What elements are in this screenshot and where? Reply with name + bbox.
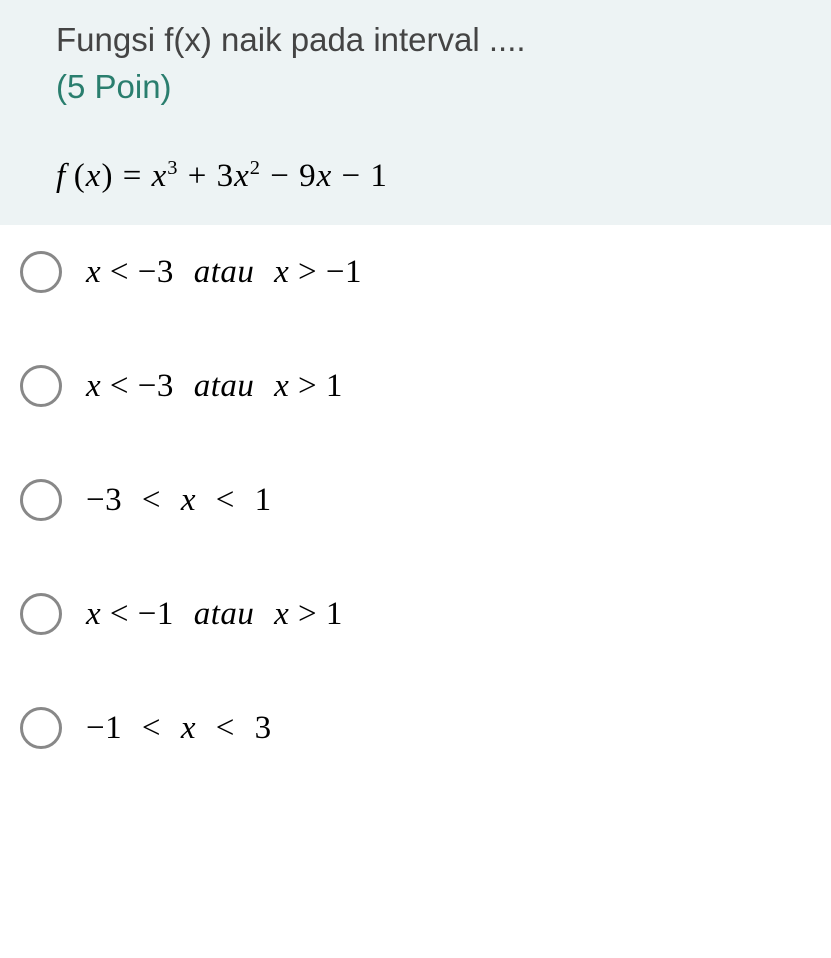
question-box: Fungsi f(x) naik pada interval .... (5 P…: [0, 0, 831, 225]
option-3-text: −3<x<1: [86, 482, 272, 519]
question-points: (5 Poin): [56, 65, 811, 110]
radio-icon[interactable]: [20, 479, 62, 521]
option-5-text: −1<x<3: [86, 710, 272, 747]
radio-icon[interactable]: [20, 707, 62, 749]
radio-icon[interactable]: [20, 365, 62, 407]
option-5[interactable]: −1<x<3: [20, 707, 811, 749]
radio-icon[interactable]: [20, 251, 62, 293]
option-2[interactable]: x < −3ataux > 1: [20, 365, 811, 407]
question-title: Fungsi f(x) naik pada interval ....: [56, 18, 811, 63]
option-3[interactable]: −3<x<1: [20, 479, 811, 521]
option-4[interactable]: x < −1ataux > 1: [20, 593, 811, 635]
options-list: x < −3ataux > −1 x < −3ataux > 1 −3<x<1 …: [0, 225, 831, 749]
question-equation: f (x) = x3 + 3x2 − 9x − 1: [56, 157, 811, 195]
option-1-text: x < −3ataux > −1: [86, 254, 362, 291]
radio-icon[interactable]: [20, 593, 62, 635]
option-1[interactable]: x < −3ataux > −1: [20, 251, 811, 293]
option-4-text: x < −1ataux > 1: [86, 596, 343, 633]
option-2-text: x < −3ataux > 1: [86, 368, 343, 405]
